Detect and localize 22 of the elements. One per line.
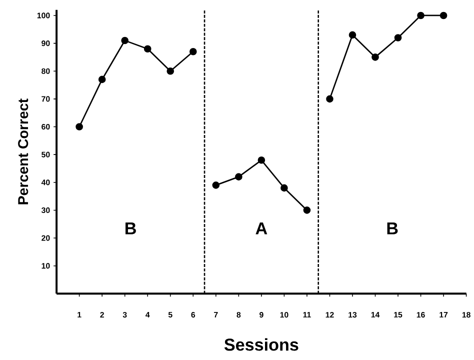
- annotation: B: [126, 222, 136, 234]
- point: [394, 34, 402, 42]
- point: [280, 184, 288, 192]
- point: [235, 173, 242, 180]
- point: [98, 76, 106, 84]
- point: [76, 123, 83, 130]
- point: [189, 48, 197, 56]
- annotation: B: [387, 222, 398, 234]
- point: [121, 36, 129, 44]
- point: [258, 156, 266, 164]
- point: [372, 53, 379, 61]
- point: [440, 12, 448, 20]
- y-axis-title: Percent Correct: [18, 98, 28, 204]
- point: [144, 45, 152, 52]
- x-axis-title: Sessions: [224, 338, 298, 351]
- annotation: A: [256, 222, 268, 234]
- point: [212, 181, 220, 189]
- point: [326, 95, 334, 103]
- point: [348, 31, 356, 39]
- point: [303, 206, 311, 214]
- point: [166, 67, 174, 75]
- point: [417, 12, 424, 20]
